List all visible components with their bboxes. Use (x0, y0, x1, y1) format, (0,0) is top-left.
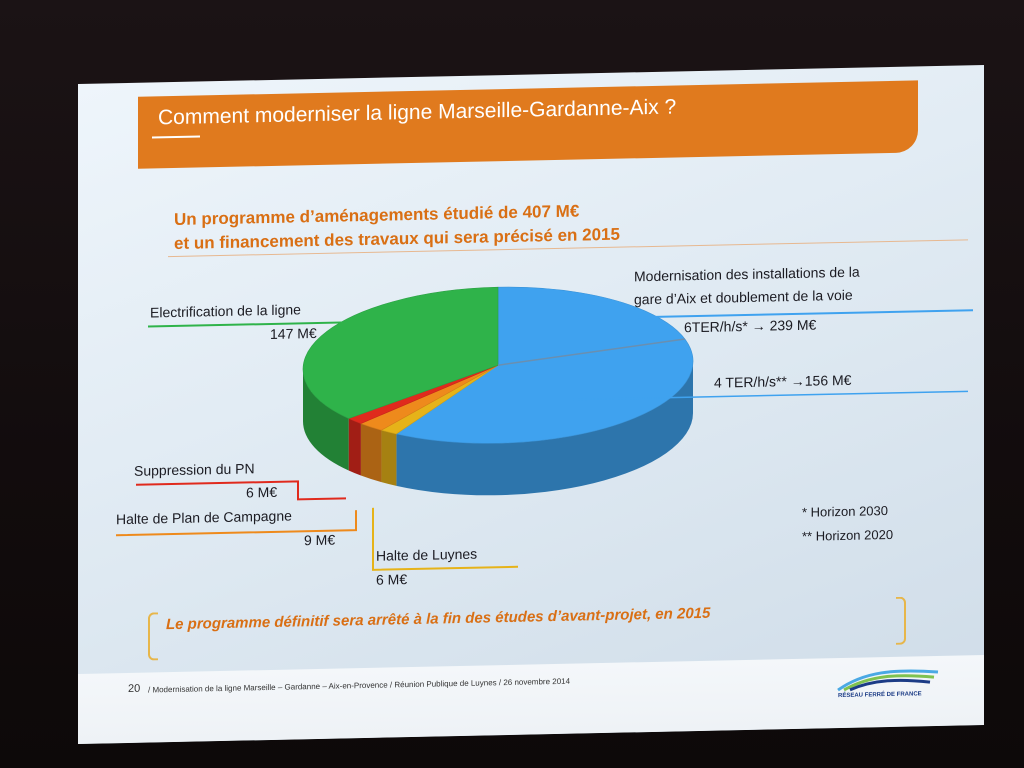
rff-logo-icon (837, 669, 939, 692)
pie-side-0-0 (396, 361, 693, 496)
leader-lines (116, 309, 973, 571)
pie-chart (116, 286, 973, 571)
leader-line-modernisation (638, 309, 973, 319)
pie-side-1-0 (381, 430, 397, 486)
value-suppression-pn: 6 M€ (246, 483, 278, 501)
label-electrification: Electrification de la ligne (150, 301, 301, 321)
note-horizon-2020: ** Horizon 2020 (802, 526, 894, 544)
leader-line-halte-plan (116, 510, 357, 537)
value-modernisation-6ter: 6TER/h/s* → 239 M€ (684, 316, 817, 336)
pie-side-3-0 (348, 418, 361, 476)
label-suppression-pn: Suppression du PN (134, 460, 255, 479)
conclusion-bracket-left (148, 612, 158, 661)
pie-side-4-0 (303, 369, 349, 471)
value-modernisation-4ter: 4 TER/h/s** →156 M€ (714, 371, 852, 391)
note-horizon-2030: * Horizon 2030 (802, 503, 888, 520)
value-electrification: 147 M€ (270, 324, 317, 342)
leader-line-suppression (136, 480, 346, 501)
pie-slices (302, 286, 694, 496)
leader-line-halte-luynes (372, 507, 518, 571)
page-number: 20 (128, 682, 141, 695)
leader-line-4ter (573, 390, 968, 401)
pie-side-2-0 (360, 423, 382, 483)
conclusion-bracket-right (896, 596, 906, 645)
label-halte-de-luynes: Halte de Luynes (376, 545, 478, 564)
pie-slice-0 (395, 286, 694, 444)
value-halte-plan-de-campagne: 9 M€ (304, 531, 336, 549)
pie-slice-4 (302, 286, 499, 419)
presentation-slide: Comment moderniser la ligne Marseille-Ga… (78, 65, 984, 745)
value-halte-de-luynes: 6 M€ (376, 571, 408, 588)
leader-line-electrification (148, 321, 347, 361)
pie-sub-split-line (497, 338, 685, 366)
